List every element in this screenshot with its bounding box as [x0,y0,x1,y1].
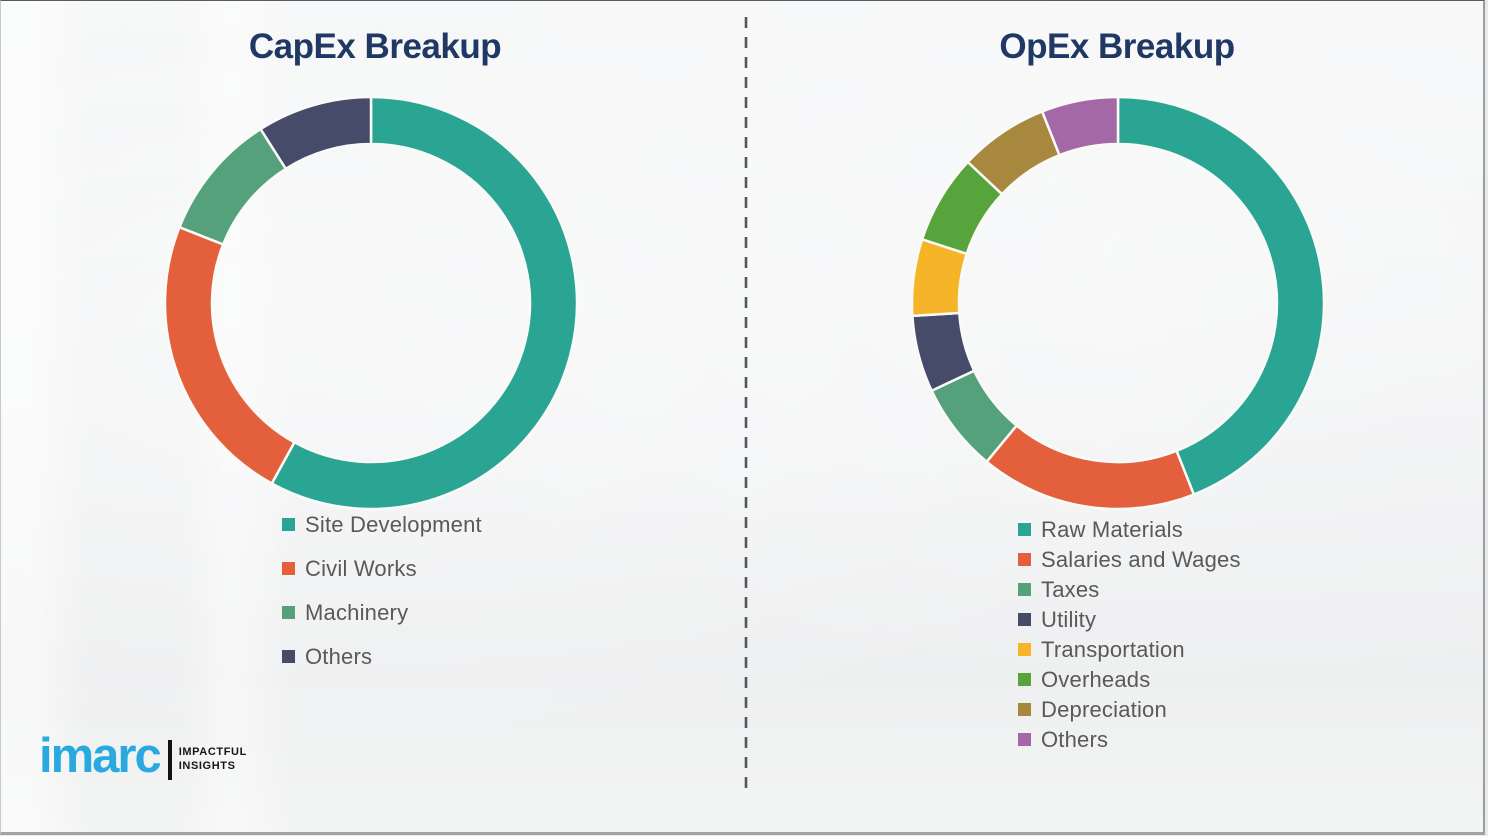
legend-label: Raw Materials [1041,516,1183,542]
legend-item-site-development: Site Development [282,511,482,537]
legend-swatch-icon [1018,733,1031,746]
imarc-logo-text: imarc [39,729,162,783]
legend-label: Depreciation [1041,696,1167,722]
legend-swatch-icon [1018,673,1031,686]
legend-label: Taxes [1041,576,1100,602]
capex-chart-title: CapEx Breakup [248,27,502,66]
legend-label: Salaries and Wages [1041,546,1241,572]
legend-item-others: Others [282,643,482,669]
legend-swatch-icon [1018,523,1031,536]
legend-item-machinery: Machinery [282,599,482,625]
legend-item-depreciation: Depreciation [1018,696,1241,722]
opex-chart-title: OpEx Breakup [999,27,1235,66]
logo-divider-bar [167,739,172,780]
legend-item-civil-works: Civil Works [282,555,482,581]
legend-label: Others [1041,726,1109,752]
legend-item-salaries-and-wages: Salaries and Wages [1018,546,1241,572]
legend-label: Civil Works [305,555,417,581]
donut-segment-raw-materials [1116,95,1326,496]
legend-item-utility: Utility [1018,606,1241,632]
legend-label: Machinery [305,599,409,625]
imarc-logo: imarc IMPACTFUL INSIGHTS [39,732,247,781]
legend-label: Utility [1041,606,1097,632]
legend-label: Overheads [1041,666,1151,692]
donut-segment-site-development [270,95,579,511]
donut-segment-civil-works [163,225,296,485]
opex-legend: Raw Materials Salaries and Wages Taxes Util… [1018,516,1241,752]
legend-swatch-icon [282,562,295,575]
legend-swatch-icon [1018,613,1031,626]
legend-swatch-icon [1018,703,1031,716]
legend-swatch-icon [1018,583,1031,596]
logo-tagline: IMPACTFUL INSIGHTS [179,746,247,774]
legend-item-taxes: Taxes [1018,576,1241,602]
donut-segment-others [1040,95,1120,157]
legend-swatch-icon [282,650,295,663]
logo-tagline-line2: INSIGHTS [178,759,236,772]
legend-swatch-icon [1018,643,1031,656]
legend-label: Others [305,643,373,669]
legend-item-raw-materials: Raw Materials [1018,516,1241,542]
donut-segment-machinery [178,127,288,246]
donut-segment-salaries-and-wages [985,424,1196,511]
capex-legend: Site Development Civil Works Machinery Othe… [282,511,482,669]
legend-item-others: Others [1018,726,1241,752]
legend-item-overheads: Overheads [1018,666,1241,692]
legend-swatch-icon [282,606,295,619]
legend-swatch-icon [1018,553,1031,566]
capex-donut-chart [163,95,579,511]
legend-label: Transportation [1041,636,1185,662]
opex-donut-chart [910,95,1326,511]
legend-item-transportation: Transportation [1018,636,1241,662]
logo-tagline-line1: IMPACTFUL [178,745,247,758]
donut-segment-others [259,95,373,170]
legend-swatch-icon [282,518,295,531]
section-divider-dashed-line [744,17,748,795]
legend-label: Site Development [305,511,482,537]
